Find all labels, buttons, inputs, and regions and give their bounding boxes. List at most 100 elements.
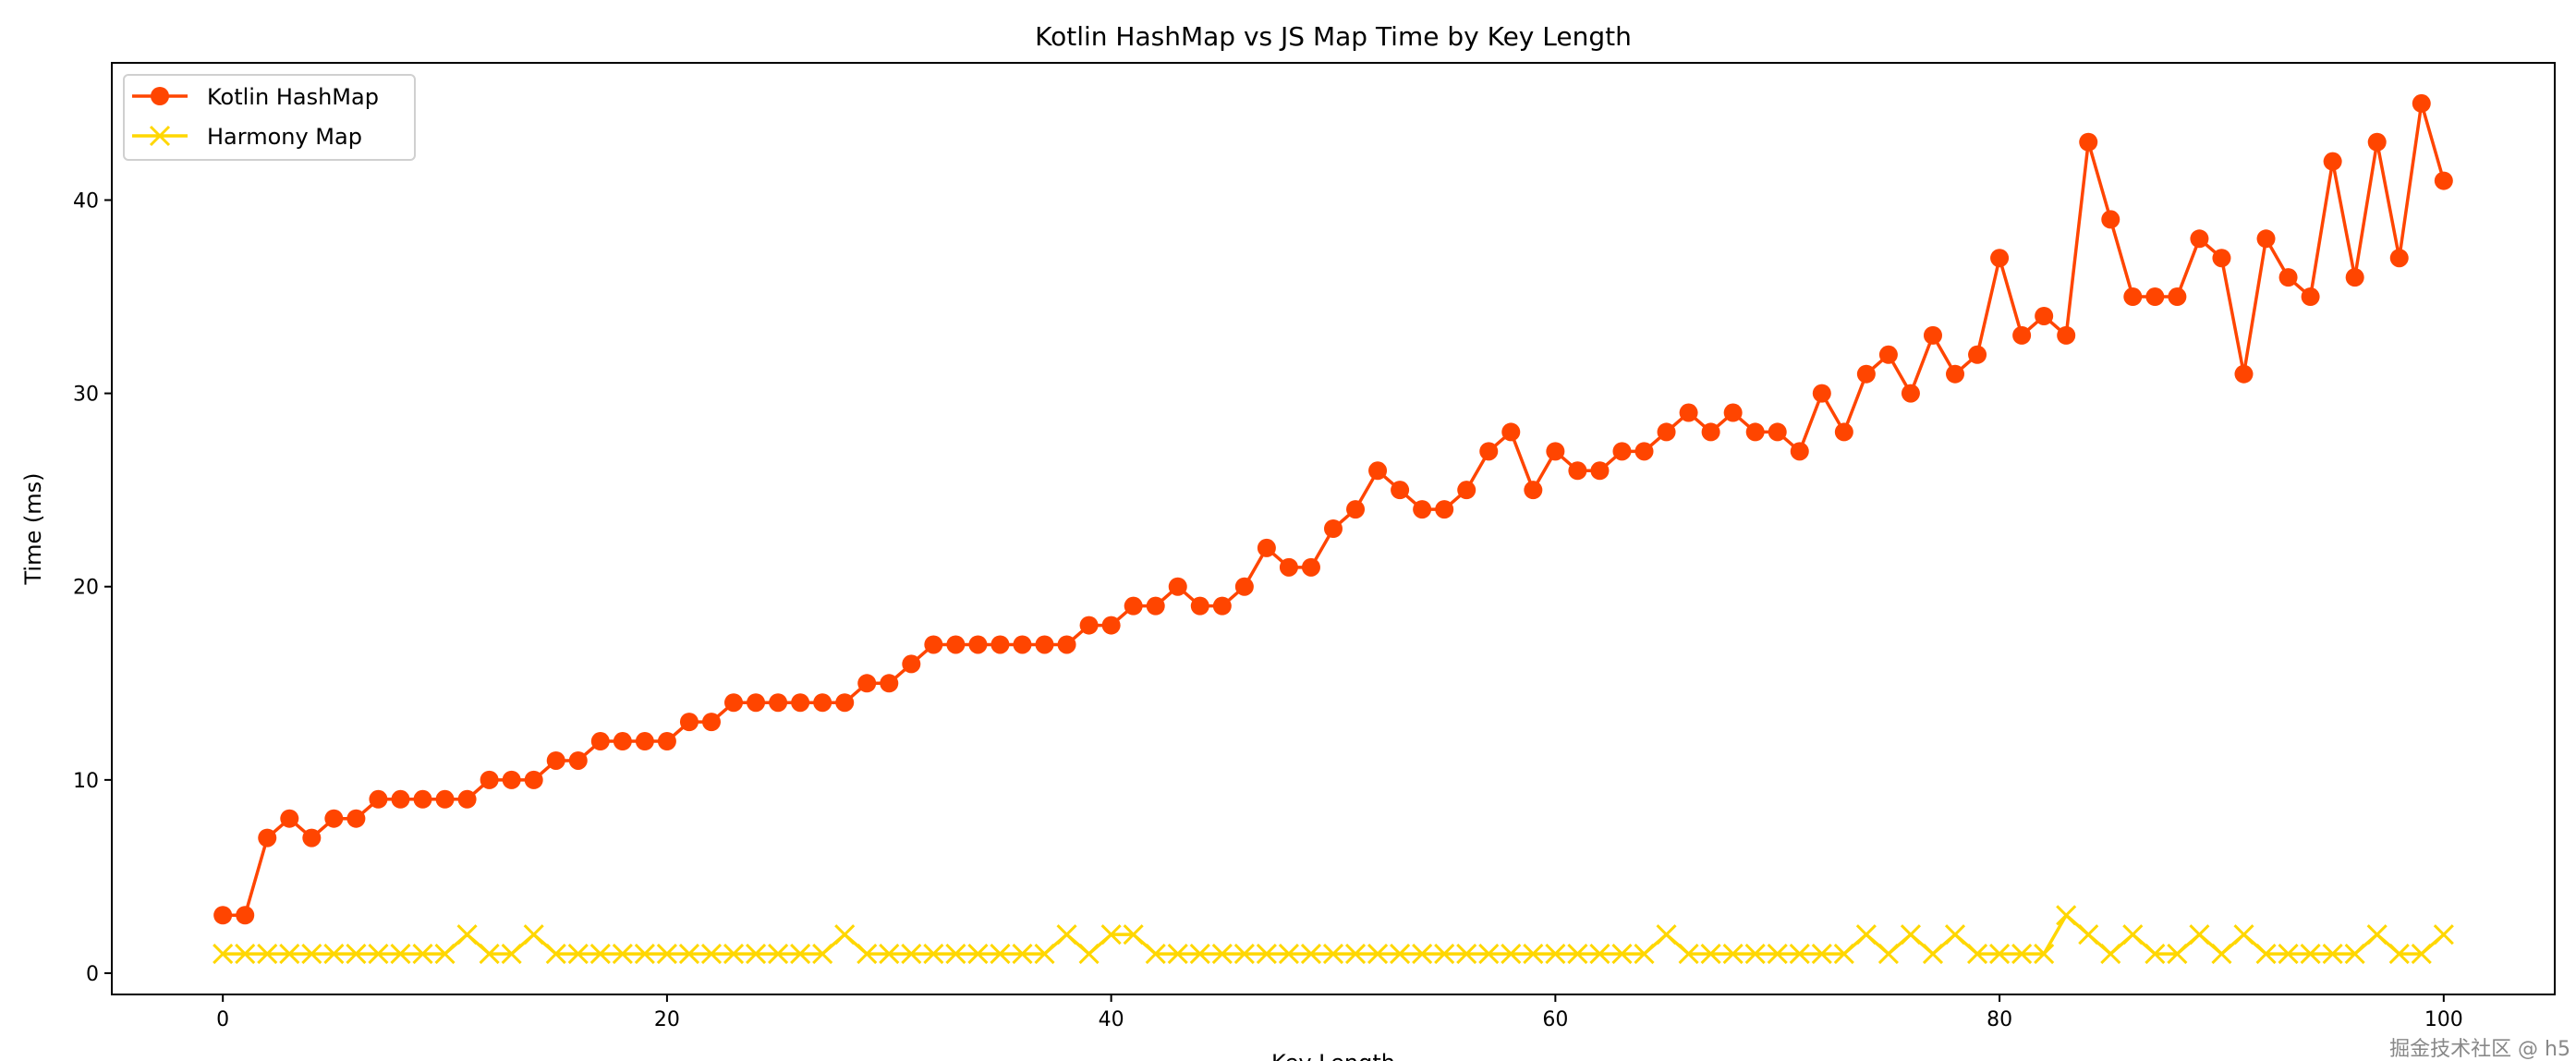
kotlin-hashmap-point — [679, 713, 699, 732]
y-tick-label: 30 — [73, 384, 99, 407]
kotlin-hashmap-point — [857, 674, 877, 693]
kotlin-hashmap-point — [1590, 461, 1610, 481]
harmony-map-point — [1078, 944, 1100, 965]
harmony-map-point — [456, 924, 478, 945]
harmony-map-point — [2278, 944, 2299, 965]
harmony-map-point — [2388, 944, 2410, 965]
kotlin-hashmap-point — [880, 674, 899, 693]
harmony-map-point — [2078, 924, 2099, 945]
harmony-map-point — [479, 944, 500, 965]
kotlin-hashmap-point — [2412, 93, 2431, 113]
y-tick-label: 20 — [73, 577, 99, 600]
kotlin-hashmap-point — [2256, 229, 2276, 249]
x-tick-label: 0 — [216, 1008, 229, 1031]
kotlin-hashmap-point — [1679, 403, 1698, 422]
harmony-map-point — [1278, 944, 1299, 965]
series-harmony-map — [213, 905, 2454, 965]
kotlin-hashmap-point — [2123, 287, 2143, 307]
harmony-map-point — [945, 944, 966, 965]
harmony-map-point — [1922, 944, 1944, 965]
harmony-map-point — [1567, 944, 1588, 965]
harmony-map-point — [1523, 944, 1544, 965]
harmony-map-point — [2056, 905, 2077, 926]
harmony-map-point — [1966, 944, 1988, 965]
harmony-map-point — [2322, 944, 2343, 965]
harmony-map-point — [790, 944, 811, 965]
kotlin-hashmap-point — [1435, 500, 1454, 519]
harmony-map-point — [1412, 944, 1433, 965]
harmony-map-point — [1123, 924, 1144, 945]
kotlin-hashmap-point — [1701, 422, 1720, 442]
harmony-map-point — [2344, 944, 2365, 965]
kotlin-hashmap-point — [1856, 364, 1876, 384]
kotlin-hashmap-point — [1324, 519, 1343, 538]
x-axis: 0 20 40 60 80 100 — [216, 994, 2463, 1031]
kotlin-hashmap-point — [1212, 596, 1232, 616]
legend-box — [123, 74, 416, 161]
kotlin-hashmap-point — [1057, 635, 1076, 654]
harmony-map-point — [1034, 944, 1055, 965]
harmony-map-point — [1478, 944, 1500, 965]
harmony-map-point — [1944, 924, 1966, 945]
kotlin-hashmap-point — [635, 732, 654, 751]
harmony-map-point — [1855, 924, 1877, 945]
kotlin-hashmap-point — [457, 789, 477, 809]
kotlin-hashmap-point — [1124, 596, 1143, 616]
kotlin-hashmap-point — [2389, 249, 2409, 268]
kotlin-hashmap-point — [1768, 422, 1787, 442]
legend-item-kotlin-hashmap: Kotlin HashMap — [132, 84, 379, 110]
harmony-map-point — [1456, 944, 1477, 965]
legend-label: Kotlin HashMap — [207, 84, 379, 110]
harmony-map-point — [1189, 944, 1210, 965]
kotlin-hashmap-point — [657, 732, 676, 751]
kotlin-hashmap-point — [2190, 229, 2209, 249]
harmony-map-point — [2233, 924, 2254, 945]
kotlin-hashmap-point — [2301, 287, 2320, 307]
harmony-map-point — [545, 944, 566, 965]
harmony-map-point — [1545, 944, 1566, 965]
kotlin-hashmap-point — [1413, 500, 1432, 519]
harmony-map-point — [723, 944, 745, 965]
harmony-map-point — [1100, 924, 1122, 945]
harmony-map-point — [990, 944, 1011, 965]
kotlin-hashmap-point — [324, 809, 344, 828]
harmony-map-point — [2211, 944, 2232, 965]
harmony-map-point — [1700, 944, 1721, 965]
harmony-map-point — [1833, 944, 1854, 965]
y-axis: 0 10 20 30 40 — [73, 189, 112, 986]
harmony-map-point — [301, 944, 322, 965]
harmony-map-point — [1344, 944, 1367, 965]
kotlin-hashmap-point — [2367, 132, 2387, 152]
harmony-map-point — [434, 944, 456, 965]
harmony-map-point — [1145, 944, 1166, 965]
kotlin-hashmap-point — [1479, 442, 1499, 461]
kotlin-hashmap-point — [1968, 345, 1987, 364]
kotlin-hashmap-point — [747, 693, 766, 713]
watermark: 掘金技术社区 @ h5 — [2389, 1038, 2570, 1061]
harmony-map-point — [1656, 924, 1677, 945]
kotlin-hashmap-point — [791, 693, 810, 713]
harmony-map-point — [1211, 944, 1233, 965]
harmony-map-point — [2189, 924, 2210, 945]
kotlin-hashmap-point — [1013, 635, 1032, 654]
harmony-map-point — [346, 944, 367, 965]
harmony-map-point — [1767, 944, 1788, 965]
kotlin-hashmap-point — [2234, 364, 2254, 384]
kotlin-hashmap-point — [2345, 268, 2364, 287]
kotlin-hashmap-point — [435, 789, 455, 809]
harmony-map-point — [1611, 944, 1633, 965]
harmony-map-point — [1367, 944, 1389, 965]
harmony-map-point — [1322, 944, 1344, 965]
harmony-map-point — [1989, 944, 2011, 965]
harmony-map-point — [523, 924, 544, 945]
y-tick-label: 10 — [73, 770, 99, 793]
kotlin-hashmap-point — [2145, 287, 2165, 307]
kotlin-hashmap-point — [2057, 325, 2076, 345]
harmony-map-point — [1722, 944, 1744, 965]
harmony-map-point — [235, 944, 256, 965]
x-tick-label: 40 — [1099, 1008, 1124, 1031]
harmony-map-point — [745, 944, 767, 965]
kotlin-hashmap-point — [1079, 616, 1099, 635]
harmony-map-point — [612, 944, 633, 965]
harmony-map-point — [2034, 944, 2055, 965]
